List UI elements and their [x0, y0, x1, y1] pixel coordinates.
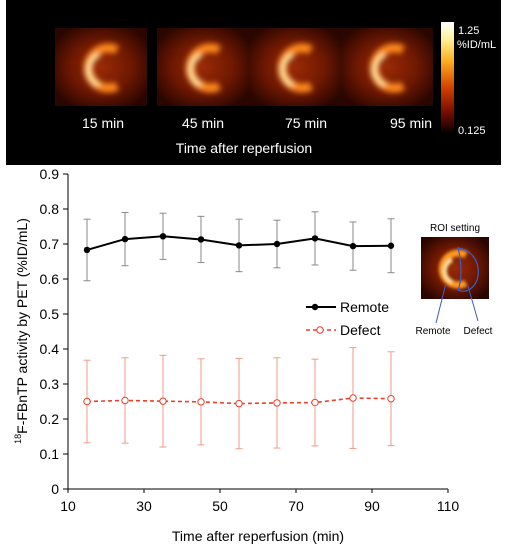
x-axis-label: Time after reperfusion (min)	[172, 528, 344, 544]
y-tick-label-3: 0.3	[40, 376, 60, 392]
x-tick-label-3: 70	[288, 498, 304, 514]
y-tick-label-7: 0.7	[40, 236, 60, 252]
remote-point-1	[121, 235, 129, 243]
defect-point-7	[349, 394, 357, 402]
roi-leader-remote	[435, 282, 447, 324]
roi-inset-title: ROI setting	[430, 223, 480, 234]
legend-remote-marker	[311, 303, 319, 311]
pet-frame-1	[55, 28, 147, 106]
frame-label-1: 15 min	[82, 115, 124, 131]
y-tick-label-4: 0.4	[40, 341, 60, 357]
y-axis-label-superscript: 18	[13, 434, 23, 444]
defect-point-5	[273, 399, 281, 407]
y-tick-label-2: 0.2	[40, 411, 60, 427]
defect-point-1	[121, 396, 129, 405]
frame-label-3: 75 min	[285, 115, 327, 131]
remote-point-5	[273, 240, 281, 248]
pet-frame-4	[341, 28, 433, 106]
y-tick-label-0: 0	[51, 481, 59, 497]
roi-label-defect: Defect	[464, 326, 493, 337]
defect-point-4	[235, 399, 243, 408]
panel-caption: Time after reperfusion	[176, 140, 312, 156]
remote-point-6	[311, 235, 319, 242]
y-axis-label: 18F-FBnTP activity by PET (%ID/mL)	[13, 218, 30, 444]
series-layer	[83, 211, 395, 450]
y-tick-marks	[63, 173, 449, 493]
y-tick-label-8: 0.8	[40, 201, 60, 217]
defect-point-6	[311, 398, 319, 407]
chart: 00.10.20.30.40.50.60.70.80.9 10 30 50 70 90 1…	[13, 166, 493, 544]
x-tick-label-0: 10	[60, 498, 76, 514]
colorbar-unit-label: %ID/mL	[457, 39, 496, 51]
colorbar	[441, 22, 454, 132]
frame-label-4: 95 min	[390, 115, 432, 131]
frame-label-2: 45 min	[182, 115, 224, 131]
remote-point-3	[197, 236, 205, 243]
remote-point-2	[159, 233, 167, 240]
y-tick-labels: 0 0.1 0.2 0.3 0.4 0.5 0.6 0.7 0.8 0.9	[40, 166, 60, 497]
remote-point-0	[83, 246, 91, 254]
x-tick-label-1: 30	[136, 498, 152, 514]
x-tick-labels: 10 30 50 70 90 110	[60, 498, 459, 514]
legend: Remote Defect	[306, 299, 389, 338]
roi-inset: ROI setting Remote Defect	[415, 223, 492, 337]
defect-point-8	[387, 395, 395, 403]
roi-leader-defect	[467, 285, 479, 322]
y-tick-label-6: 0.6	[40, 271, 60, 287]
defect-series-line	[86, 397, 392, 405]
roi-label-remote: Remote	[415, 326, 450, 337]
defect-point-3	[197, 398, 205, 406]
series-defect	[83, 347, 395, 450]
legend-defect-label: Defect	[340, 322, 381, 338]
y-tick-label-1: 0.1	[40, 446, 60, 462]
x-tick-label-2: 50	[212, 498, 228, 514]
remote-point-4	[235, 242, 243, 249]
colorbar-max-label: 1.25	[458, 25, 479, 37]
y-tick-label-9: 0.9	[40, 166, 60, 182]
defect-point-2	[159, 397, 167, 405]
remote-point-8	[387, 242, 395, 249]
roi-inset-image	[421, 237, 489, 299]
defect-point-0	[83, 397, 91, 406]
legend-defect-marker	[316, 326, 324, 334]
x-tick-label-5: 110	[437, 498, 460, 514]
x-tick-label-4: 90	[364, 498, 380, 514]
y-tick-label-5: 0.5	[40, 306, 60, 322]
colorbar-min-label: 0.125	[458, 125, 486, 137]
remote-point-7	[349, 242, 357, 250]
y-axis-label-text: F-FBnTP activity by PET (%ID/mL)	[14, 218, 30, 434]
pet-image-panel: 15 min 45 min 75 min 95 min Time after r…	[6, 0, 501, 165]
pet-frame-2	[157, 28, 249, 106]
pet-frame-3	[249, 28, 341, 106]
series-remote	[83, 211, 395, 282]
legend-remote-label: Remote	[340, 299, 389, 315]
roi-contour	[457, 247, 479, 292]
